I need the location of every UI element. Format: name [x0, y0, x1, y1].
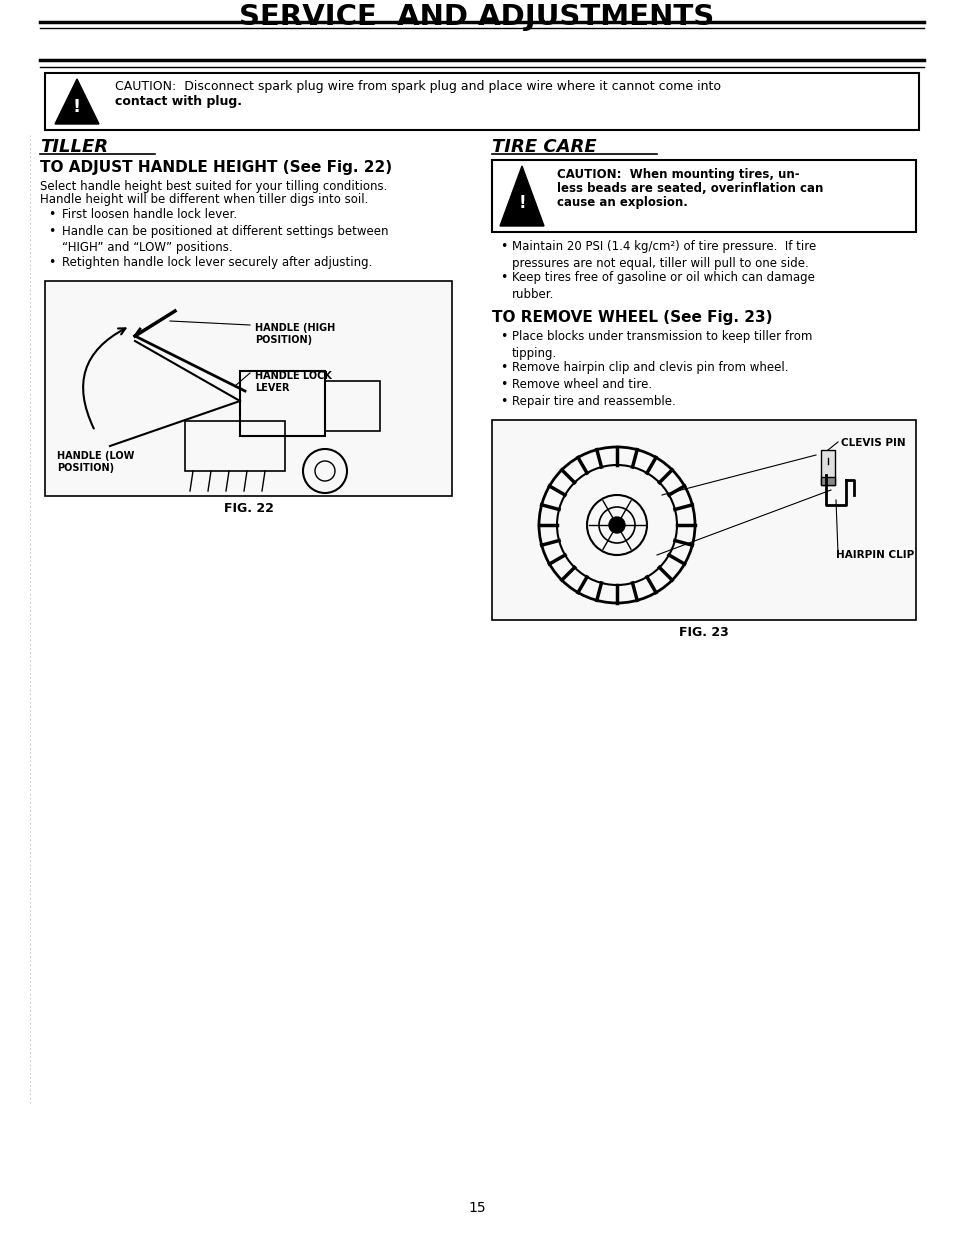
Text: •: •: [499, 378, 507, 391]
Text: Maintain 20 PSI (1.4 kg/cm²) of tire pressure.  If tire
pressures are not equal,: Maintain 20 PSI (1.4 kg/cm²) of tire pre…: [512, 240, 816, 269]
Text: CLEVIS PIN: CLEVIS PIN: [841, 438, 904, 448]
Text: Keep tires free of gasoline or oil which can damage
rubber.: Keep tires free of gasoline or oil which…: [512, 270, 814, 300]
Text: Select handle height best suited for your tilling conditions.: Select handle height best suited for you…: [40, 180, 387, 193]
Text: !: !: [72, 98, 81, 116]
Text: Retighten handle lock lever securely after adjusting.: Retighten handle lock lever securely aft…: [62, 256, 372, 269]
Text: TO ADJUST HANDLE HEIGHT (See Fig. 22): TO ADJUST HANDLE HEIGHT (See Fig. 22): [40, 161, 392, 175]
Text: TIRE CARE: TIRE CARE: [492, 138, 596, 156]
Circle shape: [608, 517, 624, 534]
Text: cause an explosion.: cause an explosion.: [557, 196, 687, 209]
FancyArrowPatch shape: [83, 329, 126, 429]
Text: •: •: [48, 256, 55, 269]
Text: 15: 15: [468, 1200, 485, 1215]
Text: •: •: [499, 330, 507, 343]
Polygon shape: [55, 79, 99, 124]
FancyBboxPatch shape: [492, 420, 915, 620]
Text: TO REMOVE WHEEL (See Fig. 23): TO REMOVE WHEEL (See Fig. 23): [492, 310, 772, 325]
Bar: [821, 450, 834, 485]
Text: •: •: [499, 240, 507, 253]
Polygon shape: [499, 165, 543, 226]
Text: contact with plug.: contact with plug.: [115, 95, 242, 107]
Text: Handle height will be different when tiller digs into soil.: Handle height will be different when til…: [40, 193, 368, 206]
Text: CAUTION:  When mounting tires, un-: CAUTION: When mounting tires, un-: [557, 168, 799, 182]
Text: Remove wheel and tire.: Remove wheel and tire.: [512, 378, 652, 391]
Text: FIG. 22: FIG. 22: [223, 501, 274, 515]
Text: •: •: [499, 361, 507, 374]
Text: First loosen handle lock lever.: First loosen handle lock lever.: [62, 207, 237, 221]
Text: HANDLE (LOW
POSITION): HANDLE (LOW POSITION): [57, 451, 134, 473]
Text: •: •: [499, 270, 507, 284]
FancyBboxPatch shape: [45, 282, 452, 496]
Text: •: •: [499, 395, 507, 408]
FancyBboxPatch shape: [492, 161, 915, 232]
Text: HAIRPIN CLIP: HAIRPIN CLIP: [835, 550, 913, 559]
Text: •: •: [48, 225, 55, 238]
Text: CAUTION:  Disconnect spark plug wire from spark plug and place wire where it can: CAUTION: Disconnect spark plug wire from…: [115, 80, 720, 93]
Text: less beads are seated, overinflation can: less beads are seated, overinflation can: [557, 182, 822, 195]
Bar: [240, 370, 325, 436]
Bar: [185, 421, 285, 471]
Text: !: !: [517, 194, 525, 212]
Bar: [821, 477, 834, 485]
Text: SERVICE  AND ADJUSTMENTS: SERVICE AND ADJUSTMENTS: [239, 2, 714, 31]
Text: Handle can be positioned at different settings between
“HIGH” and “LOW” position: Handle can be positioned at different se…: [62, 225, 388, 254]
Bar: [325, 382, 379, 431]
Text: Place blocks under transmission to keep tiller from
tipping.: Place blocks under transmission to keep …: [512, 330, 812, 359]
FancyBboxPatch shape: [45, 73, 918, 130]
Text: FIG. 23: FIG. 23: [679, 626, 728, 638]
Text: •: •: [48, 207, 55, 221]
Text: HANDLE LOCK
LEVER: HANDLE LOCK LEVER: [254, 370, 332, 393]
Text: Remove hairpin clip and clevis pin from wheel.: Remove hairpin clip and clevis pin from …: [512, 361, 788, 374]
Text: Repair tire and reassemble.: Repair tire and reassemble.: [512, 395, 675, 408]
Text: TILLER: TILLER: [40, 138, 108, 156]
Text: HANDLE (HIGH
POSITION): HANDLE (HIGH POSITION): [254, 324, 335, 345]
